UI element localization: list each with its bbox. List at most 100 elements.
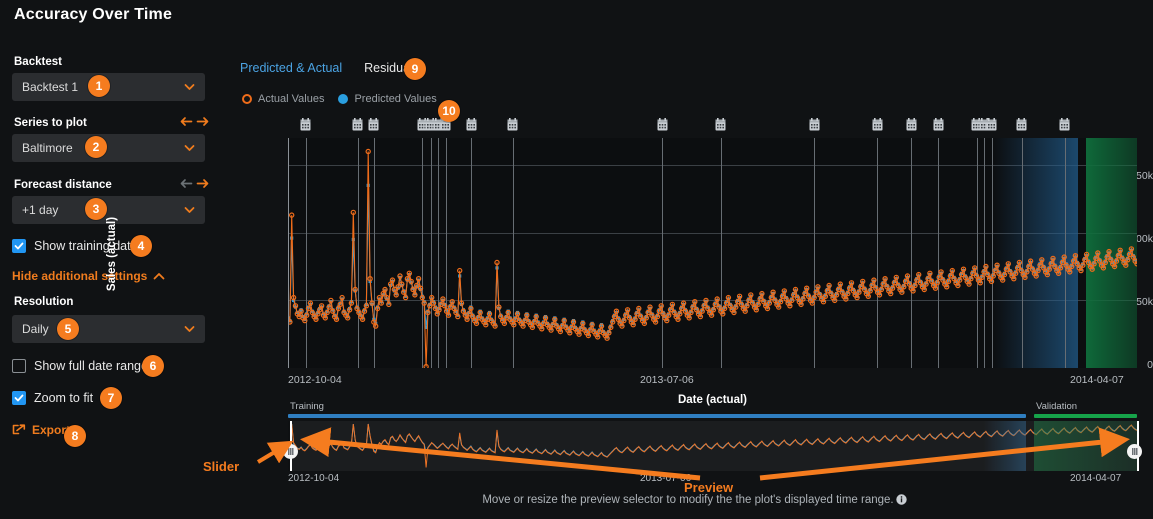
resolution-select[interactable]: Daily [12,315,205,343]
calendar-icon[interactable] [507,118,518,131]
info-icon[interactable] [895,494,907,508]
preview-help-caption: Move or resize the preview selector to m… [236,494,1153,508]
tab-residuals[interactable]: Residuals [364,61,420,75]
preview-selector[interactable]: Training Validation 2012-10-04 2013-07-0… [283,401,1142,484]
forecast-distance-label: Forecast distance [14,179,112,191]
event-gridline [357,138,359,368]
calendar-icon[interactable] [872,118,883,131]
calendar-icon[interactable] [352,118,363,131]
event-gridline [373,138,375,368]
calendar-icon[interactable] [417,118,428,131]
preview-range-selection[interactable] [290,421,1139,471]
calendar-icon[interactable] [1059,118,1070,131]
event-gridline [662,138,664,368]
horizontal-gridline [288,165,1137,167]
legend-item-predicted[interactable]: Predicted Values [338,93,437,105]
checkbox-unchecked-icon[interactable] [12,359,26,373]
event-gridline [911,138,913,368]
horizontal-gridline [288,300,1137,302]
event-gridline [814,138,816,368]
y-tick-0: 0 [1147,359,1153,371]
calendar-icon[interactable] [906,118,917,131]
event-gridline [720,138,722,368]
resolution-label: Resolution [14,296,74,308]
training-segment-bar [288,414,1026,418]
series-to-plot-select[interactable]: Baltimore [12,134,205,162]
checkbox-checked-icon[interactable] [12,391,26,405]
event-gridline [984,138,986,368]
event-gridline [471,138,473,368]
event-gridline [1021,138,1023,368]
forecast-distance-select[interactable]: +1 day [12,196,205,224]
legend-label-actual: Actual Values [258,93,325,105]
hide-additional-settings-label: Hide additional settings [12,269,148,283]
main-plot-area: Sales (actual) 150k 100k 50k 0 2012-10-0… [106,138,1153,418]
horizontal-gridline [288,232,1137,234]
hide-additional-settings-link[interactable]: Hide additional settings [12,269,165,283]
chevron-down-icon [184,205,195,216]
arrow-left-icon [180,179,193,188]
zoom-to-fit-label: Zoom to fit [34,391,94,405]
calendar-icon[interactable] [986,118,997,131]
arrow-right-icon [196,179,209,188]
validation-segment-bar [1034,414,1137,418]
arrow-left-icon [180,117,193,126]
chevron-down-icon [184,324,195,335]
calendar-icon[interactable] [466,118,477,131]
export-label: Export [32,423,71,437]
show-training-data-row[interactable]: Show training data [12,239,138,253]
slider-handle-right[interactable] [1127,444,1142,459]
backtest-value: Backtest 1 [22,80,79,94]
chevron-up-icon [153,272,165,279]
calendar-icon[interactable] [1016,118,1027,131]
x-tick-start: 2012-10-04 [288,374,342,386]
series-layer [288,148,1137,368]
backtest-select[interactable]: Backtest 1 [12,73,205,101]
chevron-down-icon [184,82,195,93]
event-gridline [877,138,879,368]
settings-sidebar: Backtest Backtest 1 Series to plot Balti… [0,46,228,519]
chart-legend: Actual Values Predicted Values [242,93,437,105]
filled-circle-marker-icon [338,94,349,104]
calendar-icon[interactable] [300,118,311,131]
show-training-data-label: Show training data [34,239,138,253]
legend-item-actual[interactable]: Actual Values [242,93,324,105]
validation-segment-label: Validation [1036,401,1078,412]
calendar-icon[interactable] [715,118,726,131]
series-to-plot-value: Baltimore [22,141,73,155]
event-gridline [430,138,432,368]
export-button[interactable]: Export [12,423,70,437]
tab-predicted-and-actual[interactable]: Predicted & Actual [240,61,343,75]
slider-handle-left[interactable] [283,444,298,459]
chart-tabs: Predicted & Actual Residuals [240,61,419,75]
calendar-icon[interactable] [657,118,668,131]
arrow-right-icon [196,117,209,126]
event-gridline [422,138,424,368]
y-axis-label: Sales (actual) [106,216,118,292]
show-full-date-range-row[interactable]: Show full date range [12,359,148,373]
legend-label-predicted: Predicted Values [354,93,437,105]
event-gridline [512,138,514,368]
y-axis-line [288,138,289,368]
caption-text: Move or resize the preview selector to m… [482,494,894,506]
calendar-icon[interactable] [368,118,379,131]
calendar-icon[interactable] [440,118,451,131]
calendar-icon[interactable] [933,118,944,131]
series-stepper-arrows[interactable] [180,116,209,127]
grip-icon [1131,448,1138,455]
export-icon [12,423,26,434]
preview-x-tick-end: 2014-04-07 [1070,473,1122,484]
checkbox-checked-icon[interactable] [12,239,26,253]
resolution-value: Daily [22,322,49,336]
event-gridline [1064,138,1066,368]
event-gridline [305,138,307,368]
x-tick-mid: 2013-07-06 [640,374,694,386]
zoom-to-fit-row[interactable]: Zoom to fit [12,391,93,405]
preview-x-tick-mid: 2013-07-06 [640,473,692,484]
event-gridline [438,138,440,368]
y-tick-50k: 50k [1136,296,1153,308]
calendar-icon[interactable] [809,118,820,131]
plot-canvas[interactable] [288,138,1137,368]
forecast-stepper-arrows[interactable] [180,178,209,189]
